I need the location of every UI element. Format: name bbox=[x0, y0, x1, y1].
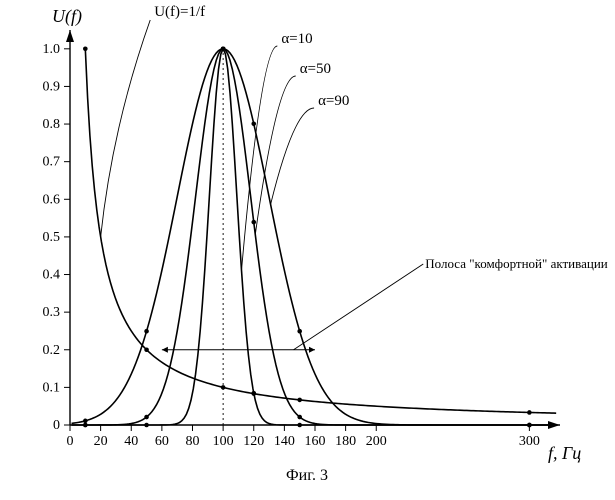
alpha90-label: α=90 bbox=[318, 93, 349, 109]
x-tick-label: 180 bbox=[335, 434, 356, 449]
curve-inverse-marker bbox=[251, 391, 256, 396]
curve-alpha90-marker bbox=[527, 423, 532, 428]
y-tick-label: 0.3 bbox=[43, 305, 61, 320]
y-tick-label: 1.0 bbox=[43, 42, 61, 57]
x-tick-label: 140 bbox=[274, 434, 295, 449]
x-tick-label: 160 bbox=[305, 434, 326, 449]
x-tick-label: 0 bbox=[67, 434, 74, 449]
curve-inverse-marker bbox=[83, 47, 88, 52]
curve-alpha50-marker bbox=[83, 423, 88, 428]
curve-inverse-marker bbox=[221, 385, 226, 390]
curve-alpha10-marker bbox=[297, 423, 302, 428]
y-tick-label: 0.7 bbox=[43, 155, 61, 170]
y-axis-label: U(f) bbox=[52, 6, 82, 27]
curve-alpha50 bbox=[72, 49, 557, 425]
x-tick-label: 100 bbox=[213, 434, 234, 449]
curve-inverse-marker bbox=[144, 347, 149, 352]
x-tick-label: 300 bbox=[519, 434, 540, 449]
y-tick-label: 0.5 bbox=[43, 230, 61, 245]
curve-alpha90 bbox=[72, 49, 557, 425]
comfort-band-arrow-left bbox=[162, 347, 168, 353]
y-tick-label: 0.4 bbox=[43, 268, 61, 283]
y-axis-arrow bbox=[66, 30, 74, 42]
curve-inverse-marker bbox=[297, 398, 302, 403]
curve-alpha50-marker bbox=[297, 415, 302, 420]
inverse-leader bbox=[101, 20, 151, 237]
x-tick-label: 40 bbox=[124, 434, 138, 449]
x-axis-label: f, Гц bbox=[548, 443, 581, 463]
alpha50-label: α=50 bbox=[300, 61, 331, 77]
figure-caption: Фиг. 3 bbox=[286, 467, 328, 484]
x-tick-label: 120 bbox=[243, 434, 264, 449]
curve-alpha90-marker bbox=[297, 329, 302, 334]
curve-alpha90-marker bbox=[251, 121, 256, 126]
curve-inverse-marker bbox=[527, 410, 532, 415]
y-tick-label: 0.9 bbox=[43, 79, 61, 94]
curve-alpha90-marker bbox=[83, 419, 88, 424]
inverse-label: U(f)=1/f bbox=[154, 4, 205, 20]
curve-alpha50-marker bbox=[144, 415, 149, 420]
alpha90-leader bbox=[271, 108, 314, 204]
alpha10-label: α=10 bbox=[281, 31, 312, 47]
curve-alpha10-marker bbox=[144, 423, 149, 428]
x-tick-label: 200 bbox=[366, 434, 387, 449]
x-tick-label: 60 bbox=[155, 434, 169, 449]
comfort-band-label: Полоса "комфортной" активации bbox=[425, 256, 608, 271]
curve-alpha90-marker bbox=[144, 329, 149, 334]
x-tick-label: 20 bbox=[94, 434, 108, 449]
curve-alpha50-marker bbox=[251, 220, 256, 225]
x-tick-label: 80 bbox=[186, 434, 200, 449]
y-tick-label: 0.1 bbox=[43, 380, 61, 395]
curve-alpha90-marker bbox=[221, 47, 226, 52]
y-tick-label: 0.6 bbox=[43, 192, 61, 207]
y-tick-label: 0 bbox=[53, 418, 60, 433]
y-tick-label: 0.2 bbox=[43, 343, 61, 358]
y-tick-label: 0.8 bbox=[43, 117, 61, 132]
alpha10-leader bbox=[242, 46, 278, 270]
comfort-band-arrow-right bbox=[309, 347, 315, 353]
comfort-band-leader bbox=[294, 264, 424, 350]
curve-alpha10 bbox=[72, 49, 557, 425]
